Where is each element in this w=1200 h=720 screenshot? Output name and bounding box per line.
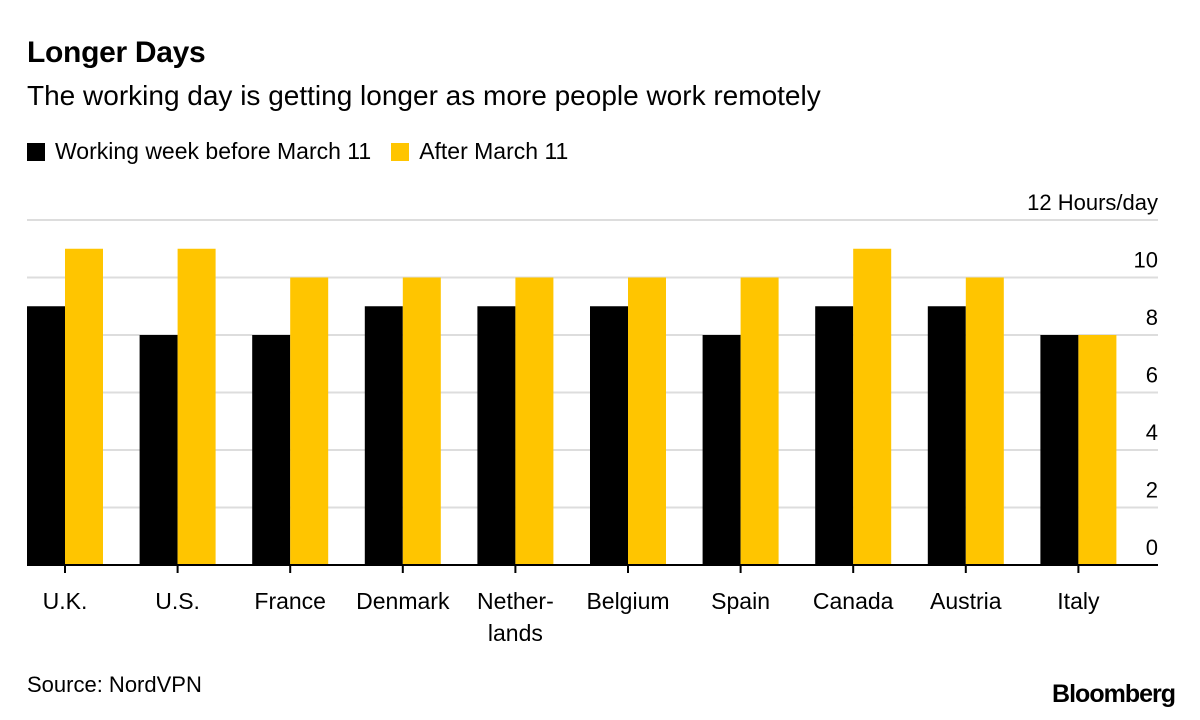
legend-swatch-before (27, 142, 45, 161)
x-tick-label: Austria (930, 588, 1002, 614)
bar (740, 277, 779, 565)
legend-label-before: Working week before March 11 (55, 138, 372, 164)
bar (402, 277, 441, 565)
bar (590, 306, 628, 565)
bar (65, 248, 103, 565)
source-note: Source: NordVPN (27, 672, 202, 697)
x-tick-labels: U.K. U.S. France Denmark Nether-lands Belgium… (43, 588, 1100, 646)
y-tick-label: 10 (1134, 248, 1158, 273)
bar (515, 277, 554, 565)
bar (927, 306, 966, 565)
bar (815, 306, 854, 565)
chart-subtitle: The working day is getting longer as mor… (27, 80, 821, 111)
x-tick-label: Italy (1057, 588, 1100, 614)
bloomberg-logo: Bloomberg (1052, 680, 1176, 708)
bar (702, 335, 741, 565)
bar (853, 248, 892, 565)
x-tick-label: Spain (711, 588, 770, 614)
legend: Working week before March 11 After March… (27, 138, 588, 165)
bar (965, 277, 1004, 565)
y-tick-label: 0 (1146, 535, 1158, 560)
bar (477, 306, 516, 565)
x-tick-label: U.S. (155, 588, 200, 614)
x-axis (27, 564, 1158, 573)
chart-title: Longer Days (27, 36, 206, 69)
x-tick-label: France (254, 588, 326, 614)
x-tick-label: Denmark (356, 588, 450, 614)
x-tick-label: lands (488, 620, 543, 646)
bar (177, 248, 216, 565)
bar (1078, 335, 1117, 565)
y-tick-label: 4 (1146, 420, 1158, 445)
bar (290, 277, 329, 565)
bar (364, 306, 403, 565)
bar (139, 335, 178, 565)
legend-swatch-after (391, 142, 410, 161)
bars (27, 248, 1117, 565)
bar (628, 277, 666, 565)
x-tick-label: Canada (813, 588, 894, 614)
legend-item-before: Working week before March 11 (27, 138, 371, 165)
y-tick-label: 2 (1146, 478, 1158, 503)
legend-label-after: After March 11 (419, 138, 569, 164)
bar (27, 306, 65, 565)
bar (252, 335, 291, 565)
y-tick-labels: 0 2 4 6 8 10 12 Hours/day (1027, 190, 1158, 560)
x-tick-label: U.K. (43, 588, 88, 614)
y-tick-label: 12 Hours/day (1027, 190, 1158, 215)
y-tick-label: 6 (1146, 363, 1158, 388)
legend-item-after: After March 11 (391, 138, 568, 165)
y-tick-label: 8 (1146, 305, 1158, 330)
bar (1040, 335, 1079, 565)
x-tick-label: Belgium (586, 588, 669, 614)
x-tick-label: Nether- (477, 588, 554, 614)
